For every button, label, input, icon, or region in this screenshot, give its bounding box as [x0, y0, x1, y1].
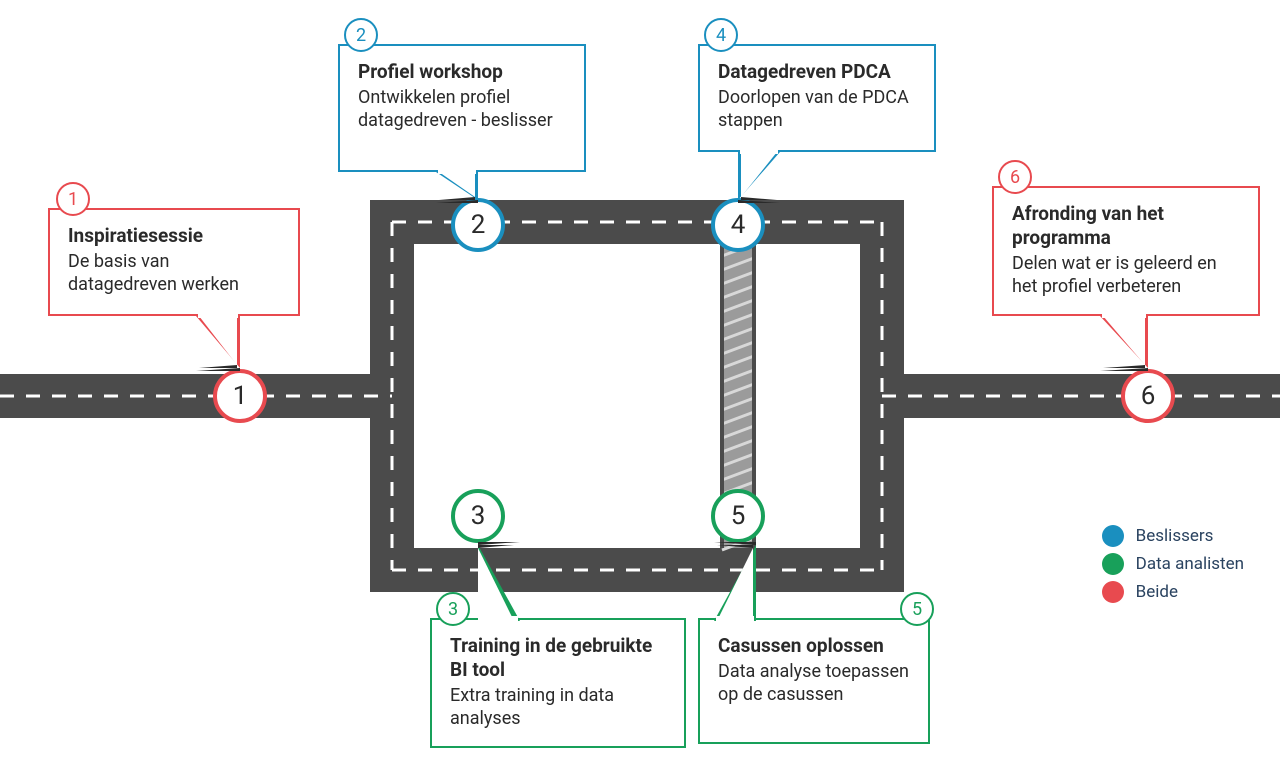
- callout-5: Casussen oplossenData analyse toepassen …: [698, 618, 930, 744]
- callout-2: Profiel workshopOntwikkelen profiel data…: [338, 44, 586, 172]
- legend-item-analisten: Data analisten: [1102, 553, 1244, 575]
- callout-3-badge: 3: [436, 592, 470, 626]
- callout-6-badge: 6: [998, 160, 1032, 194]
- legend-dot-icon: [1102, 553, 1124, 575]
- callout-1: InspiratiesessieDe basis van datagedreve…: [48, 208, 300, 316]
- legend-label: Data analisten: [1136, 554, 1244, 574]
- callout-6-title: Afronding van het programma: [1012, 202, 1240, 250]
- callout-4: Datagedreven PDCADoorlopen van de PDCA s…: [698, 44, 936, 152]
- road-node-3: 3: [451, 489, 505, 543]
- callout-5-desc: Data analyse toepassen op de casussen: [718, 660, 910, 707]
- callout-2-title: Profiel workshop: [358, 60, 566, 84]
- callout-2-desc: Ontwikkelen profiel datagedreven - besli…: [358, 86, 566, 133]
- callout-3-title: Training in de gebruikte BI tool: [450, 634, 666, 682]
- callout-3-desc: Extra training in data analyses: [450, 684, 666, 731]
- legend-item-beide: Beide: [1102, 581, 1244, 603]
- road-node-1: 1: [213, 369, 267, 423]
- road-node-2: 2: [451, 198, 505, 252]
- legend-label: Beslissers: [1136, 526, 1214, 546]
- road-node-5: 5: [711, 489, 765, 543]
- callout-4-badge: 4: [704, 18, 738, 52]
- legend-dot-icon: [1102, 525, 1124, 547]
- callout-1-title: Inspiratiesessie: [68, 224, 280, 248]
- legend-item-beslissers: Beslissers: [1102, 525, 1244, 547]
- callout-6: Afronding van het programmaDelen wat er …: [992, 186, 1260, 316]
- callout-5-badge: 5: [900, 592, 934, 626]
- legend-dot-icon: [1102, 581, 1124, 603]
- callout-1-desc: De basis van datagedreven werken: [68, 250, 280, 297]
- diagram-stage: 1 2 3 4 5 6 InspiratiesessieDe basis van data…: [0, 0, 1280, 759]
- legend: Beslissers Data analisten Beide: [1102, 519, 1244, 609]
- road-node-4: 4: [711, 198, 765, 252]
- callout-2-badge: 2: [344, 18, 378, 52]
- callout-5-title: Casussen oplossen: [718, 634, 910, 658]
- callout-3: Training in de gebruikte BI toolExtra tr…: [430, 618, 686, 748]
- road-node-6: 6: [1121, 369, 1175, 423]
- callout-4-desc: Doorlopen van de PDCA stappen: [718, 86, 916, 133]
- callout-6-desc: Delen wat er is geleerd en het profiel v…: [1012, 252, 1240, 299]
- callout-4-title: Datagedreven PDCA: [718, 60, 916, 84]
- legend-label: Beide: [1136, 582, 1178, 602]
- callout-1-badge: 1: [56, 182, 90, 216]
